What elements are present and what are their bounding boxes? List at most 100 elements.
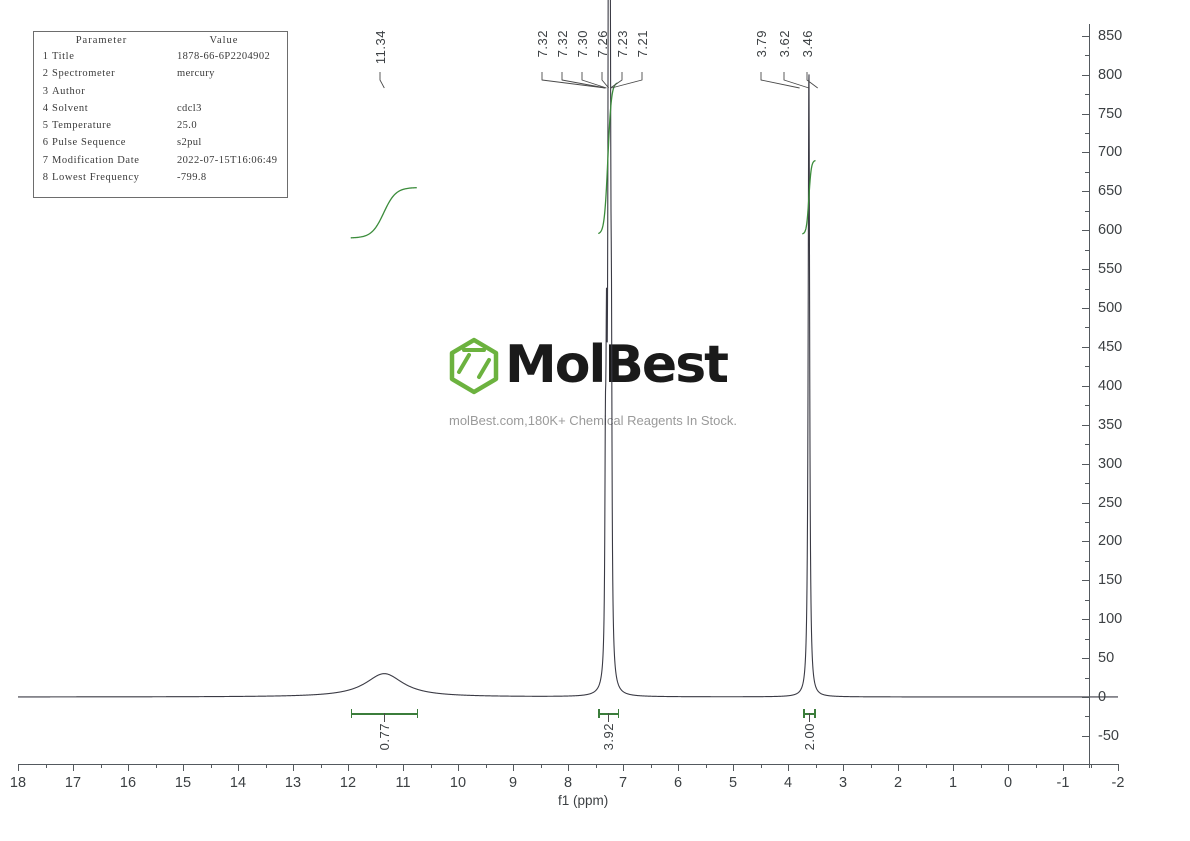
- integral-center-tick: [383, 713, 385, 722]
- x-axis-tick: [238, 764, 239, 771]
- parameter-table: Parameter Value 1 Title 1878-66-6P220490…: [33, 31, 288, 198]
- peak-shift-label: 11.34: [373, 30, 388, 65]
- row-index: 8: [42, 172, 48, 184]
- x-axis-tick: [1063, 764, 1064, 771]
- integral-curve: [801, 159, 816, 235]
- x-axis-tick: [403, 764, 404, 771]
- integral-bracket-cap: [803, 709, 805, 718]
- y-axis-tick-label: 750: [1098, 105, 1123, 122]
- x-axis-tick: [980, 764, 982, 768]
- x-axis-tick: [210, 764, 212, 768]
- y-axis-tick: [1082, 308, 1090, 310]
- x-axis-tick: [73, 764, 74, 771]
- integral-center-tick: [808, 713, 810, 722]
- y-axis-tick-label: 300: [1098, 455, 1123, 472]
- x-axis-tick-label: 14: [229, 775, 247, 791]
- y-axis-tick: [1085, 288, 1090, 290]
- x-axis-tick-label: -1: [1056, 775, 1070, 791]
- peak-shift-label: 7.23: [615, 30, 630, 58]
- x-axis-tick: [348, 764, 349, 771]
- peak-shift-label: 3.62: [777, 30, 792, 58]
- x-axis-title: f1 (ppm): [558, 793, 609, 808]
- table-row: 8 Lowest Frequency -799.8: [34, 169, 287, 186]
- x-axis-tick-label: 10: [449, 775, 467, 791]
- row-value: -799.8: [177, 172, 207, 184]
- y-axis-tick-label: 150: [1098, 572, 1123, 589]
- y-axis-tick: [1082, 191, 1090, 193]
- peak-shift-label: 7.32: [555, 30, 570, 58]
- y-axis-tick: [1082, 424, 1090, 426]
- peak-leader-line: [783, 72, 810, 89]
- y-axis-tick-label: 50: [1098, 650, 1115, 667]
- peak-leader-line: [379, 72, 385, 89]
- integral-center-tick: [607, 713, 609, 722]
- y-axis-tick-label: 700: [1098, 144, 1123, 161]
- x-axis-tick: [18, 764, 19, 771]
- peak-leader-line: [541, 72, 606, 89]
- x-axis-tick: [458, 764, 459, 771]
- y-axis-tick: [1085, 483, 1090, 485]
- peak-leader-line: [561, 72, 606, 89]
- table-row: 2 Spectrometer mercury: [34, 65, 287, 82]
- x-axis-tick-label: 4: [783, 775, 793, 791]
- y-axis-tick-label: 250: [1098, 494, 1123, 511]
- y-axis-tick-label: 500: [1098, 300, 1123, 317]
- y-axis-tick: [1085, 327, 1090, 329]
- parameter-table-header: Parameter Value: [34, 32, 287, 48]
- hexagon-benzene-icon: [449, 337, 499, 395]
- row-value: 25.0: [177, 120, 197, 132]
- integral-bracket-cap: [598, 709, 600, 718]
- x-axis-tick: [128, 764, 129, 771]
- x-axis-tick: [678, 764, 679, 771]
- y-axis-tick: [1085, 55, 1090, 57]
- peak-shift-label: 7.21: [635, 30, 650, 58]
- row-index: 2: [42, 68, 48, 80]
- integral-value-label: 2.00: [801, 723, 817, 751]
- integral-bracket-cap: [416, 709, 419, 718]
- row-value: mercury: [177, 68, 215, 80]
- integral-bracket-cap: [350, 709, 353, 718]
- y-axis-tick-label: 850: [1098, 27, 1123, 44]
- brand-tagline: molBest.com,180K+ Chemical Reagents In S…: [449, 413, 737, 428]
- y-axis-tick: [1085, 133, 1090, 135]
- x-axis-tick: [1008, 764, 1009, 771]
- row-key: Lowest Frequency: [52, 172, 140, 184]
- x-axis-tick: [815, 764, 817, 768]
- y-axis-tick: [1082, 619, 1090, 621]
- row-key: Pulse Sequence: [52, 137, 127, 149]
- y-axis-tick: [1082, 541, 1090, 543]
- x-axis-tick: [293, 764, 294, 771]
- x-axis-tick-label: 15: [174, 775, 192, 791]
- row-value: 2022-07-15T16:06:49: [177, 154, 278, 166]
- integral-bracket-cap: [617, 709, 619, 718]
- x-axis-tick: [705, 764, 707, 768]
- peak-shift-label: 7.26: [595, 30, 610, 58]
- row-index: 7: [42, 154, 48, 166]
- y-axis-tick: [1082, 658, 1090, 660]
- x-axis-tick-label: 13: [284, 775, 302, 791]
- y-axis-tick: [1085, 521, 1090, 523]
- y-axis-tick: [1082, 35, 1090, 37]
- y-axis-tick: [1085, 210, 1090, 212]
- x-axis-tick-label: 12: [339, 775, 357, 791]
- y-axis-tick: [1085, 94, 1090, 96]
- x-axis-tick: [1035, 764, 1037, 768]
- x-axis-tick-label: 0: [1003, 775, 1013, 791]
- y-axis-tick: [1085, 716, 1090, 718]
- row-index: 3: [42, 85, 48, 97]
- y-axis-tick: [1082, 580, 1090, 582]
- y-axis-tick: [1085, 405, 1090, 407]
- peak-leader-lines: [379, 72, 818, 89]
- y-axis-tick-label: 400: [1098, 377, 1123, 394]
- y-axis-tick: [1082, 735, 1090, 737]
- y-axis-tick: [1082, 230, 1090, 232]
- x-axis-tick: [650, 764, 652, 768]
- integral-curve: [350, 187, 417, 239]
- peak-leader-line: [806, 72, 818, 89]
- row-key: Author: [52, 85, 86, 97]
- table-row: 6 Pulse Sequence s2pul: [34, 134, 287, 151]
- x-axis-tick-label: 17: [64, 775, 82, 791]
- x-axis-tick-label: 18: [9, 775, 27, 791]
- x-axis-tick: [788, 764, 789, 771]
